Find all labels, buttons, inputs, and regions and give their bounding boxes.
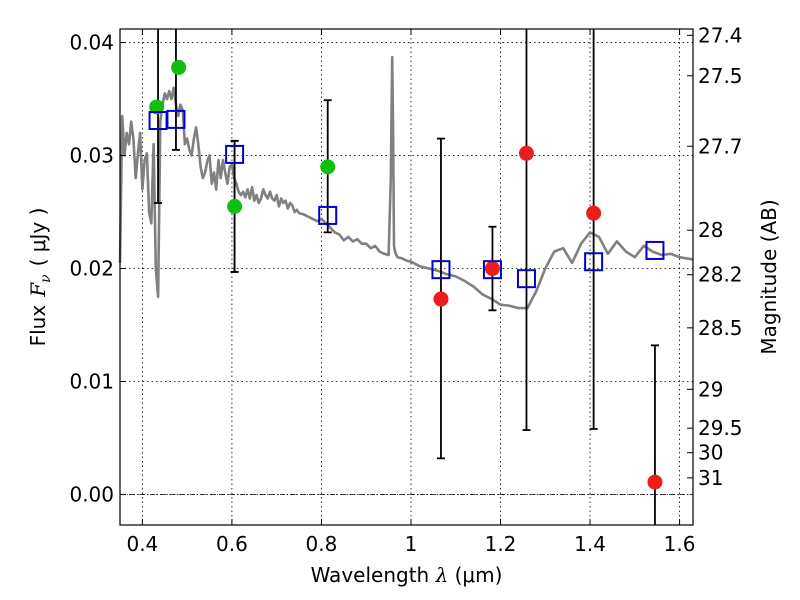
x-axis-label-lambda: λ [435,563,449,587]
model-photometry-square [584,252,604,272]
y-tick-label: 0.01 [69,370,114,394]
x-tick-label: 1.4 [574,532,606,556]
y-tick-label: 0.02 [69,257,114,281]
y-axis-label: Flux Fν ( μJy ) [26,208,54,347]
model-photometry-square [482,260,502,280]
y-tick-label: 0.03 [69,144,114,168]
x-tick-label: 1.2 [485,532,517,556]
y-tick-label: 0.04 [69,31,114,55]
model-photometry-square [318,205,338,225]
right-tick-label: 29.5 [698,416,743,440]
plot-frame [119,28,694,526]
data-point [484,261,500,277]
model-photometry-square [225,144,245,164]
right-tick-label: 27.4 [698,23,743,47]
data-point [320,159,336,175]
x-tick-label: 0.4 [126,532,158,556]
model-photometry-square [516,269,536,289]
data-point [433,291,449,307]
x-tick-label: 0.6 [216,532,248,556]
model-photometry-square [431,260,451,280]
data-point [586,205,602,221]
data-point [518,145,534,161]
right-tick-label: 27.7 [698,134,743,158]
data-point [227,198,243,214]
data-point [647,474,663,490]
x-tick-label: 0.8 [306,532,338,556]
x-axis-label-main: Wavelength [311,563,436,587]
right-axis-label: Magnitude (AB) [757,199,781,354]
x-tick-label: 1.6 [664,532,696,556]
right-tick-label: 30 [698,441,723,465]
right-tick-label: 27.5 [698,64,743,88]
y-axis-label-symbol: F [26,282,50,298]
y-axis-label-subscript: ν [38,274,54,283]
y-axis-label-unit: ( μJy ) [26,208,50,267]
x-tick-label: 1 [405,532,418,556]
model-spectrum-layer [118,55,694,310]
y-tick-label: 0.00 [69,482,114,506]
data-point [171,59,187,75]
grid-lines [120,29,693,525]
right-tick-label: 28.5 [698,316,743,340]
error-bars-layer [154,29,659,525]
x-axis-label: Wavelength λ (μm) [311,563,503,587]
right-tick-label: 31 [698,466,723,490]
model-photometry-square [166,109,186,129]
right-tick-label: 29 [698,377,723,401]
model-spectrum-line [118,55,694,310]
data-point [149,99,165,115]
right-tick-label: 28 [698,218,723,242]
right-tick-label: 28.2 [698,263,743,287]
ticks-layer: 0.4 0.6 0.8 1 1.2 1.4 1.6 0.00 0.01 0.02 0.03 0.04 2… [69,23,742,556]
y-axis-label-flux: Flux [26,305,50,347]
x-axis-label-unit: (μm) [448,563,502,587]
markers-layer [148,59,665,490]
model-photometry-square [645,240,665,260]
